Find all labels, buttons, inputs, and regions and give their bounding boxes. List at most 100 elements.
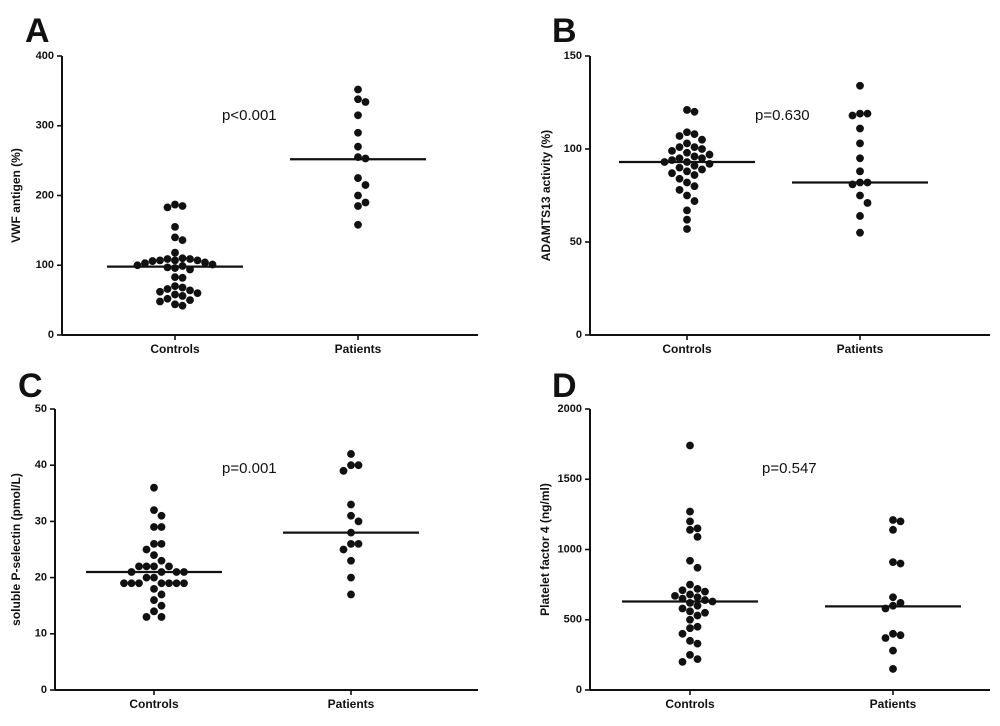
data-point xyxy=(683,148,691,157)
data-point xyxy=(678,586,687,595)
data-point xyxy=(157,590,166,599)
p-value-annotation: p=0.001 xyxy=(222,460,277,477)
panel-letter: B xyxy=(552,12,577,50)
data-point xyxy=(675,174,684,183)
y-tick-label: 100 xyxy=(36,259,54,271)
data-point xyxy=(339,466,348,475)
data-point xyxy=(683,139,691,148)
data-point xyxy=(178,273,187,282)
data-point xyxy=(675,132,684,140)
data-point xyxy=(150,539,158,548)
y-axis-label: soluble P-selectin (pmol/L) xyxy=(9,473,23,626)
data-point xyxy=(178,301,187,310)
data-point xyxy=(148,257,157,265)
panel-a: A VWF antigen (%) 0 100 200 300 400 Controls Pat… xyxy=(9,12,478,356)
data-point xyxy=(856,81,864,90)
data-point xyxy=(856,191,864,200)
data-point xyxy=(150,596,158,604)
data-point xyxy=(193,256,202,265)
y-tick-label: 1500 xyxy=(558,473,582,485)
y-axis-label: Platelet factor 4 (ng/ml) xyxy=(538,483,552,616)
data-point xyxy=(171,264,179,272)
data-point xyxy=(156,287,164,296)
data-point xyxy=(354,111,362,120)
y-tick-label: 0 xyxy=(48,329,54,341)
y-tick-label: 0 xyxy=(41,684,47,696)
data-point xyxy=(354,202,362,210)
data-point xyxy=(889,646,897,655)
data-point xyxy=(686,441,694,450)
p-value-annotation: p<0.001 xyxy=(222,107,277,124)
x-tick-label: Controls xyxy=(665,697,715,711)
data-point xyxy=(690,143,699,152)
data-point xyxy=(163,255,172,263)
data-point xyxy=(896,517,905,526)
y-tick-label: 300 xyxy=(36,120,54,132)
data-point xyxy=(157,539,166,548)
data-point xyxy=(150,584,158,593)
data-point xyxy=(163,294,172,303)
data-point xyxy=(675,143,684,152)
data-point xyxy=(347,461,355,470)
y-tick-label: 50 xyxy=(570,236,582,248)
data-point xyxy=(171,290,179,299)
data-point xyxy=(686,590,694,599)
data-point xyxy=(686,517,694,526)
data-point xyxy=(171,222,179,231)
data-point xyxy=(896,559,905,568)
data-point xyxy=(683,128,691,137)
panel-d: D Platelet factor 4 (ng/ml) 0 500 1000 1500 20… xyxy=(538,367,990,711)
data-point xyxy=(690,152,699,161)
y-tick-label: 20 xyxy=(35,572,47,584)
data-point xyxy=(896,631,905,640)
data-point xyxy=(693,584,702,593)
data-point xyxy=(686,650,694,659)
data-point xyxy=(135,562,143,571)
data-point xyxy=(686,615,694,624)
data-point xyxy=(178,202,187,210)
data-point xyxy=(172,579,181,588)
data-point xyxy=(889,558,897,567)
data-point xyxy=(171,200,179,209)
data-point xyxy=(133,261,142,270)
y-tick-label: 0 xyxy=(576,329,582,341)
data-point xyxy=(150,573,158,582)
data-point xyxy=(698,135,706,144)
data-point xyxy=(683,215,691,224)
data-point xyxy=(171,273,179,282)
data-point xyxy=(701,608,709,617)
data-point xyxy=(354,539,363,548)
data-point xyxy=(165,579,173,588)
data-point xyxy=(186,255,194,263)
data-point xyxy=(157,511,166,520)
y-axis-label: VWF antigen (%) xyxy=(9,148,23,243)
data-point xyxy=(171,233,179,242)
data-point xyxy=(693,593,702,602)
data-point xyxy=(693,563,702,572)
data-point xyxy=(678,658,687,666)
data-point xyxy=(142,613,151,621)
data-point xyxy=(668,169,676,178)
data-point xyxy=(701,596,709,604)
y-tick-label: 100 xyxy=(564,143,582,155)
data-point xyxy=(150,483,158,492)
data-point xyxy=(701,587,709,596)
data-point xyxy=(693,611,702,620)
data-point xyxy=(165,562,173,571)
data-point xyxy=(686,525,694,534)
y-tick-label: 1000 xyxy=(558,543,582,555)
data-point xyxy=(142,573,151,582)
data-point xyxy=(157,579,166,588)
data-point xyxy=(686,636,694,645)
data-point xyxy=(193,289,202,298)
data-point xyxy=(690,171,699,179)
data-point xyxy=(686,607,694,616)
data-point xyxy=(171,248,179,257)
x-tick-label: Patients xyxy=(870,697,917,711)
data-point xyxy=(354,220,362,229)
data-point xyxy=(354,174,362,182)
x-tick-label: Controls xyxy=(662,342,712,356)
data-point xyxy=(171,256,179,265)
y-tick-label: 10 xyxy=(35,628,47,640)
data-point xyxy=(354,95,362,104)
